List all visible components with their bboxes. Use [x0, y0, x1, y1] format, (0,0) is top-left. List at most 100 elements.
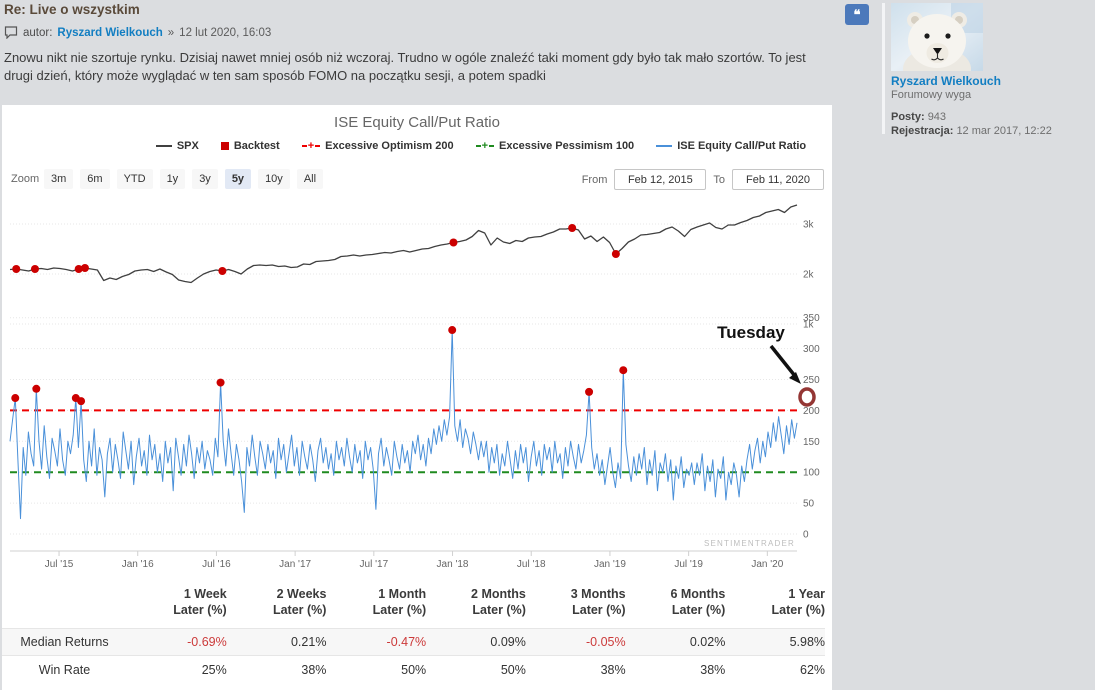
watermark: SENTIMENTRADER	[704, 539, 795, 548]
quote-icon: ❝	[853, 6, 861, 22]
x-axis-label: Jan '18	[437, 559, 469, 570]
zoom-label: Zoom	[11, 173, 40, 185]
legend-label: Backtest	[233, 140, 280, 152]
table-col-header: 1 Month Later (%)	[372, 587, 427, 617]
table-cell: 62%	[800, 663, 826, 677]
backtest-dot	[32, 384, 41, 393]
y-axis-label: 150	[803, 437, 820, 448]
legend-label: ISE Equity Call/Put Ratio	[677, 140, 807, 152]
tuesday-annotation: Tuesday	[717, 323, 816, 407]
post-divider	[882, 3, 885, 134]
table-col-header: 6 Months Later (%)	[670, 587, 726, 617]
x-axis-label: Jul '15	[45, 559, 74, 570]
annotation-ring	[798, 387, 816, 407]
x-axis-label: Jan '16	[122, 559, 154, 570]
posts-label: Posty:	[891, 111, 925, 123]
table-col-header: 2 Weeks Later (%)	[272, 587, 327, 617]
table-cell: 25%	[201, 663, 227, 677]
y-axis-label: 50	[803, 499, 815, 510]
backtest-dot	[30, 265, 39, 273]
legend-item[interactable]: Backtest	[220, 140, 280, 152]
y-axis-label: 2k	[803, 270, 815, 281]
x-axis-label: Jul '17	[360, 559, 389, 570]
table-cell: 5.98%	[789, 635, 826, 649]
zoom-button-ytd[interactable]: YTD	[116, 169, 153, 189]
post-body-line1: Znowu nikt nie szortuje rynku. Dzisiaj n…	[4, 50, 806, 65]
backtest-dot	[216, 378, 225, 387]
legend-item[interactable]: ISE Equity Call/Put Ratio	[656, 140, 806, 152]
profile-card: Ryszard Wielkouch Forumowy wyga Posty: 9…	[891, 3, 1091, 137]
date-range: From To	[582, 169, 824, 190]
table-col-header: 1 Year Later (%)	[771, 587, 826, 617]
y-axis-label: 0	[803, 530, 809, 541]
table-row: Median Returns -0.69% 0.21% -0.47% 0.09% -0.0…	[2, 628, 825, 656]
table-cell: 50%	[401, 663, 427, 677]
zoom-button-5y[interactable]: 5y	[224, 169, 252, 189]
posts-count: 943	[927, 111, 947, 123]
row-label: Median Returns	[20, 635, 109, 649]
backtest-dot	[12, 265, 21, 273]
zoom-button-3m[interactable]: 3m	[44, 169, 74, 189]
legend-item[interactable]: + Excessive Optimism 200	[301, 140, 454, 152]
table-cell: -0.69%	[187, 635, 227, 649]
annotation-text: Tuesday	[717, 323, 785, 342]
chart-toolbar: Zoom 3m 6m YTD 1y 3y 5y 10y All From To	[2, 169, 832, 191]
backtest-dot	[448, 326, 457, 335]
legend-line-marker	[656, 145, 673, 147]
ratio-series	[9, 329, 798, 520]
table-cell: 38%	[600, 663, 626, 677]
x-axis-label: Jan '19	[594, 559, 626, 570]
speech-bubble-icon	[4, 26, 18, 39]
legend-dashplus-marker: +	[301, 141, 321, 152]
author-link[interactable]: Ryszard Wielkouch	[57, 26, 163, 39]
x-axis-label: Jul '18	[517, 559, 546, 570]
post-date: 12 lut 2020, 16:03	[179, 26, 272, 39]
legend-item[interactable]: SPX	[155, 140, 199, 152]
y-axis-label: 300	[803, 344, 820, 355]
quote-button[interactable]: ❝	[845, 4, 869, 25]
legend-item[interactable]: + Excessive Pessimism 100	[475, 140, 634, 152]
zoom-buttons: 3m 6m YTD 1y 3y 5y 10y All	[44, 169, 324, 189]
chart-title: ISE Equity Call/Put Ratio	[334, 114, 500, 131]
to-date-input[interactable]	[732, 169, 824, 190]
joined-label: Rejestracja:	[891, 125, 954, 137]
y-axis-label: 250	[803, 375, 820, 386]
zoom-button-10y[interactable]: 10y	[258, 169, 290, 189]
backtest-dot	[218, 267, 227, 275]
backtest-dot	[11, 394, 20, 403]
table-col-header: 2 Months Later (%)	[471, 587, 526, 617]
table-cell: 0.09%	[490, 635, 526, 649]
y-axis-label: 3k	[803, 220, 815, 231]
date-separator: »	[167, 26, 175, 39]
backtest-dot	[585, 387, 594, 396]
backtest-dot	[449, 238, 458, 247]
backtest-dot	[619, 366, 628, 375]
avatar[interactable]	[891, 3, 983, 71]
from-date-input[interactable]	[614, 169, 707, 190]
to-label: To	[713, 173, 725, 186]
table-cell: 0.02%	[689, 635, 726, 649]
post-body-line2: drugi dzień, który może wyglądać w ten s…	[4, 68, 546, 83]
table-cell: 0.21%	[290, 635, 327, 649]
zoom-button-1y[interactable]: 1y	[159, 169, 186, 189]
profile-name-link[interactable]: Ryszard Wielkouch	[891, 74, 1001, 88]
joined-date: 12 mar 2017, 12:22	[956, 125, 1052, 137]
post-body: Znowu nikt nie szortuje rynku. Dzisiaj n…	[4, 49, 840, 85]
legend-square-marker	[220, 142, 229, 150]
table-header-row: 1 Week Later (%) 2 Weeks Later (%) 1 Month La…	[2, 578, 825, 628]
table-cell: 50%	[500, 663, 526, 677]
spx-series	[9, 204, 798, 284]
zoom-button-all[interactable]: All	[296, 169, 324, 189]
author-label: autor:	[23, 26, 53, 39]
x-axis-label: Jan '17	[279, 559, 311, 570]
table-col-header: 3 Months Later (%)	[570, 587, 626, 617]
legend-label: SPX	[176, 140, 199, 152]
returns-table: 1 Week Later (%) 2 Weeks Later (%) 1 Month La…	[2, 578, 825, 684]
legend-line-marker	[155, 145, 172, 147]
backtest-dot	[611, 250, 620, 258]
zoom-button-6m[interactable]: 6m	[80, 169, 110, 189]
profile-posts: Posty: 943	[891, 111, 946, 123]
x-axis-label: Jan '20	[751, 559, 783, 570]
zoom-button-3y[interactable]: 3y	[192, 169, 218, 189]
chart-card: ISE Equity Call/Put Ratio SPX Backtest + Ex…	[2, 105, 832, 690]
